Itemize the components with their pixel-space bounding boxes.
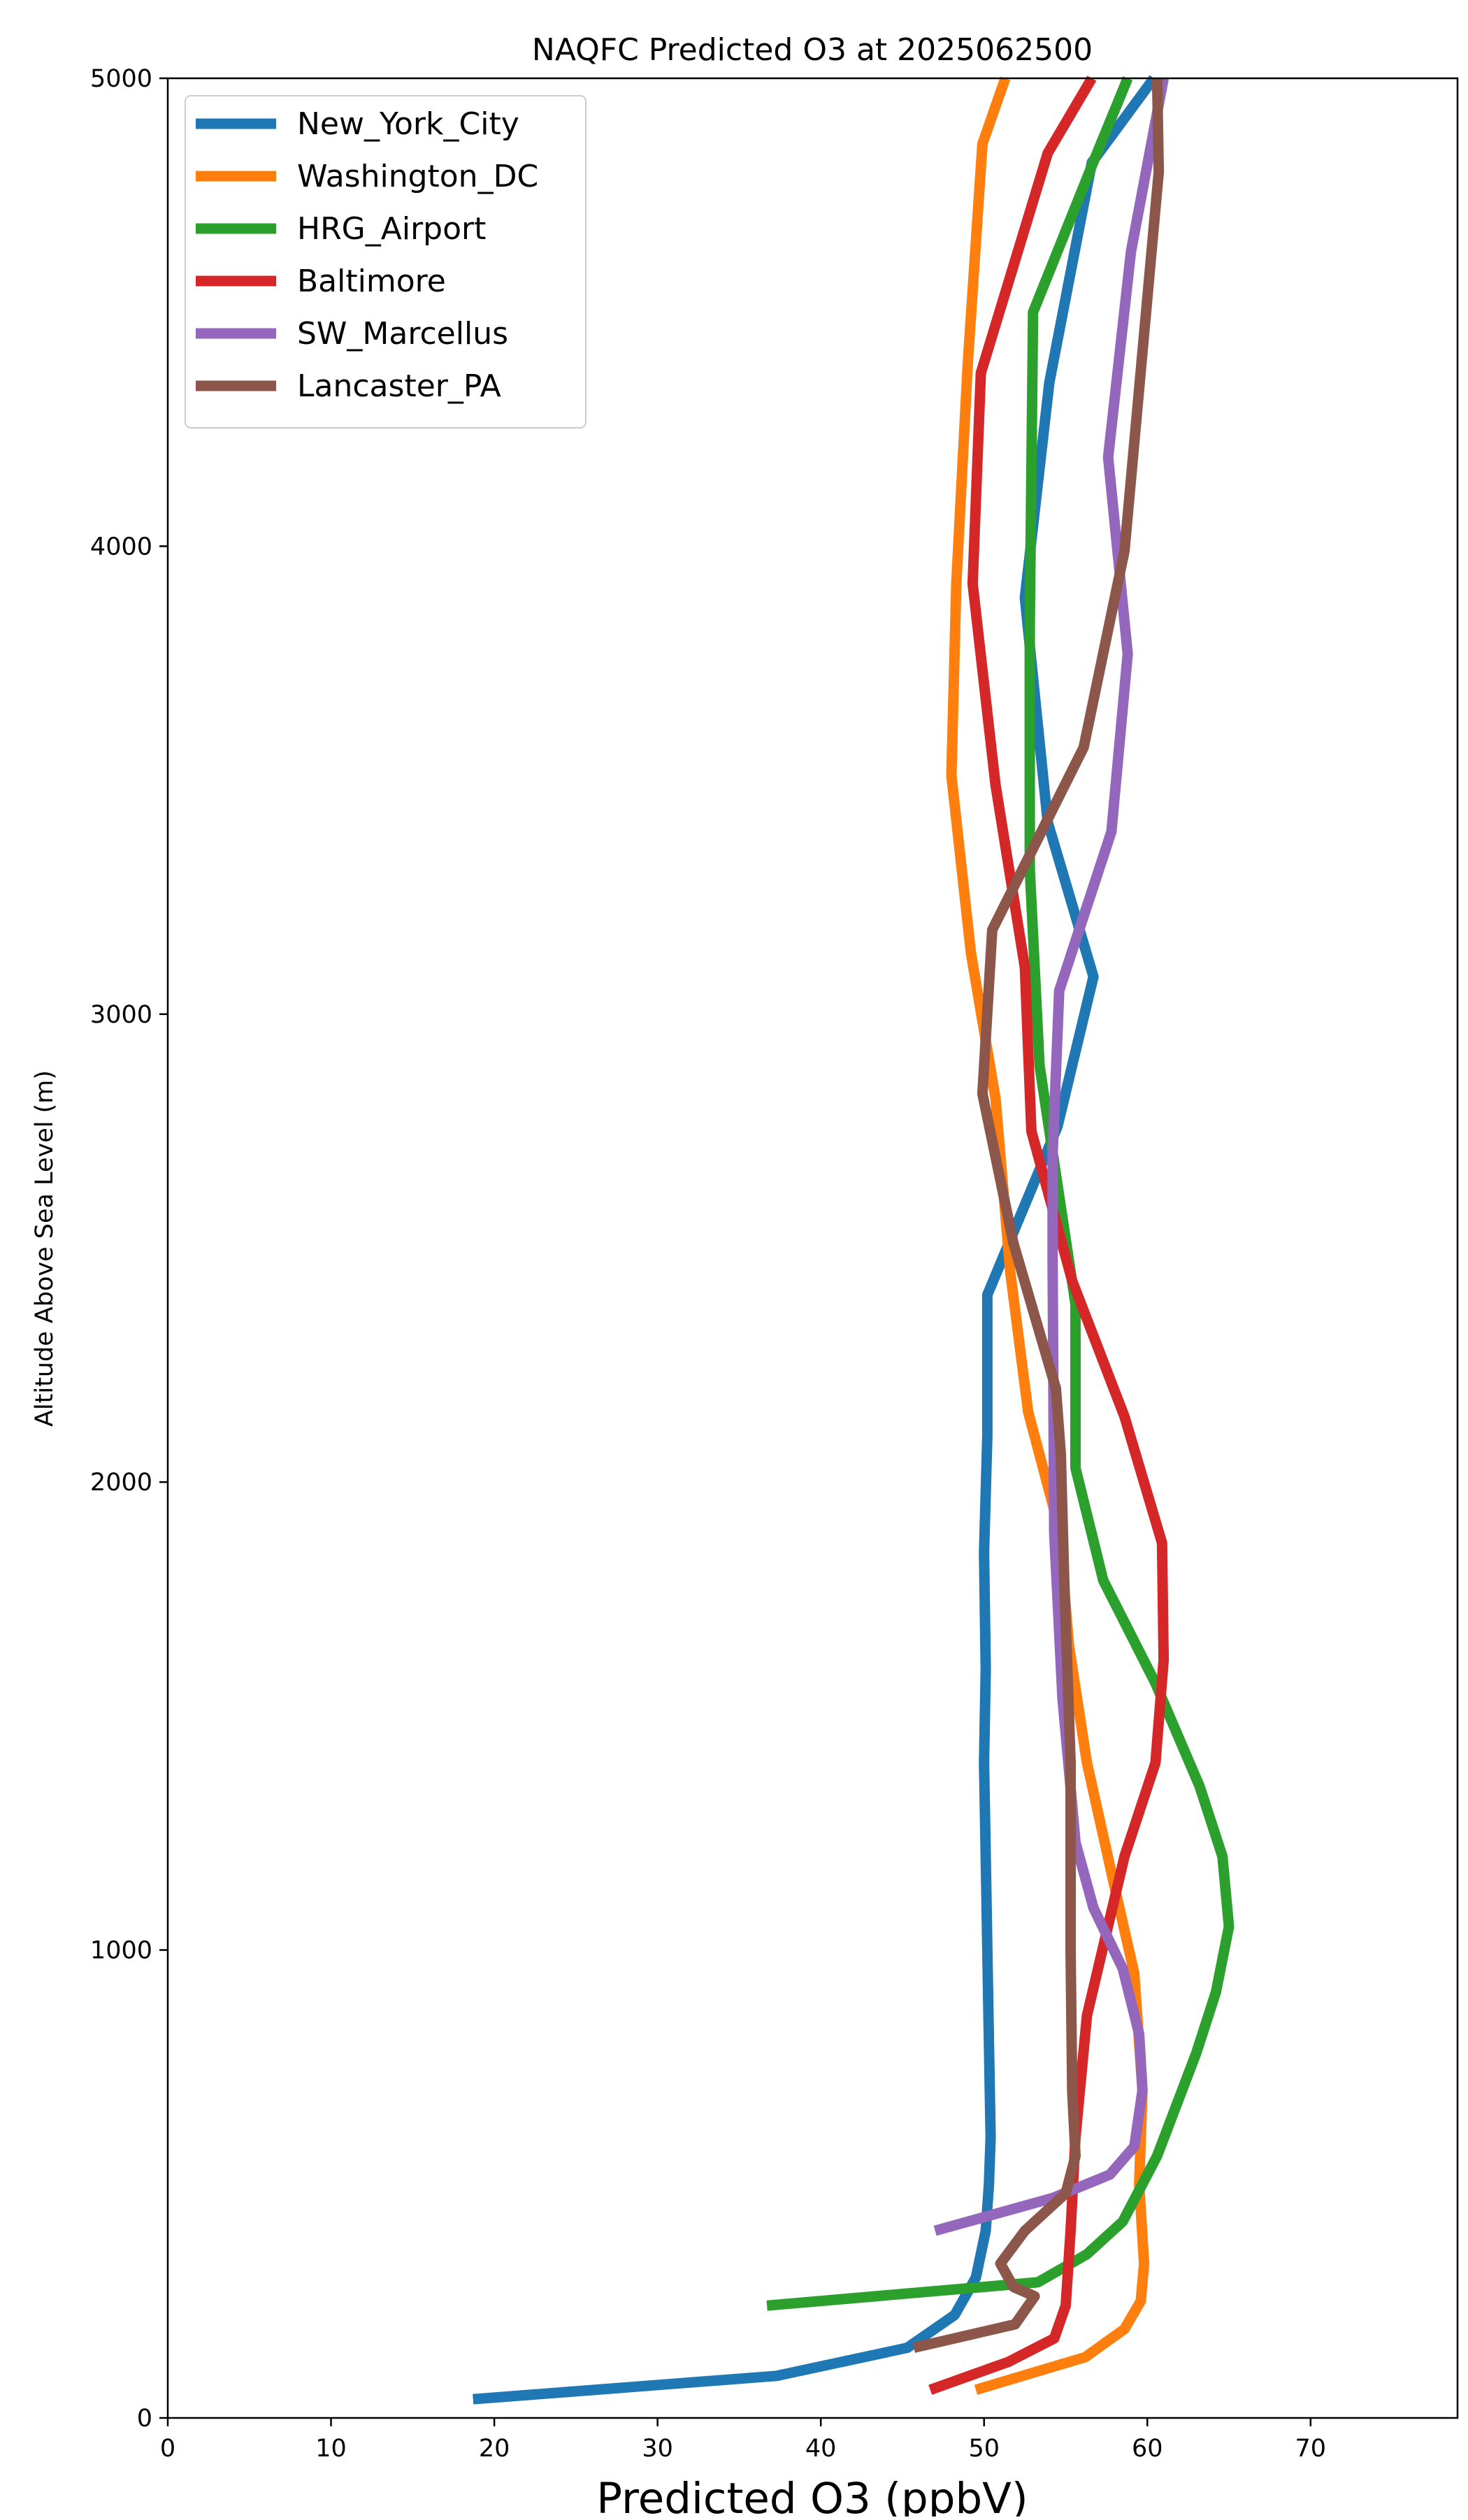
series-layer [473, 75, 1235, 2405]
x-tick-label: 30 [642, 2435, 673, 2463]
x-tick-label: 40 [805, 2435, 837, 2463]
x-tick-label: 70 [1295, 2435, 1327, 2463]
x-axis-label: Predicted O3 (ppbV) [596, 2474, 1028, 2517]
x-tick-label: 10 [315, 2435, 347, 2463]
legend-label: New_York_City [297, 106, 519, 142]
series-line-lancaster-pa [912, 78, 1165, 2353]
series-line-baltimore [928, 75, 1170, 2395]
plot-area-frame [166, 77, 1459, 2419]
y-tick-label: 1000 [90, 1937, 152, 1965]
x-tick-label: 50 [968, 2435, 1000, 2463]
series-line-sw-marcellus [933, 77, 1169, 2236]
legend-label: SW_Marcellus [297, 316, 508, 352]
series-line-hrg-airport [766, 76, 1235, 2311]
x-tick-label: 0 [160, 2435, 175, 2463]
y-tick-label: 4000 [90, 533, 152, 561]
y-tick-label: 2000 [90, 1469, 152, 1497]
legend-label: Baltimore [297, 264, 446, 299]
x-tick-label: 20 [479, 2435, 510, 2463]
chart-title: NAQFC Predicted O3 at 2025062500 [532, 32, 1093, 68]
legend-label: Washington_DC [297, 159, 538, 194]
y-tick-label: 0 [137, 2405, 152, 2433]
legend-label: HRG_Airport [297, 211, 486, 247]
axis-layer: 0 10 20 30 40 50 60 70 0 1000 2000 3000 4000 5000 [90, 65, 1326, 2463]
x-tick-label: 60 [1132, 2435, 1163, 2463]
y-tick-label: 3000 [90, 1001, 152, 1029]
y-axis-label: Altitude Above Sea Level (m) [31, 1070, 59, 1427]
legend: New_York_City Washington_DC HRG_Airport Bal… [185, 95, 587, 429]
y-tick-label: 5000 [90, 65, 152, 93]
legend-label: Lancaster_PA [297, 368, 501, 404]
legend-box [185, 95, 587, 429]
